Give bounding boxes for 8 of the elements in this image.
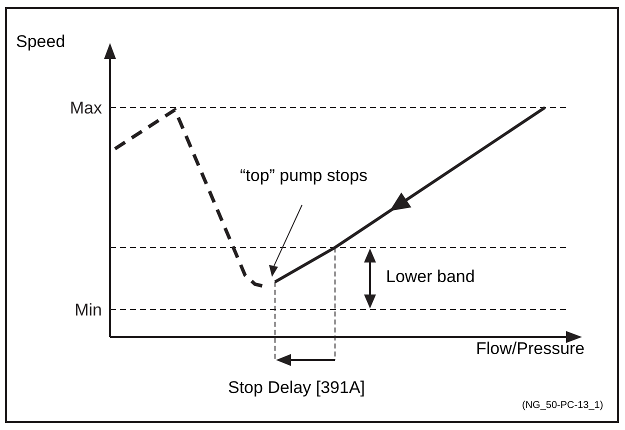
ref-line-label: Max	[70, 98, 102, 118]
annotation: “top” pump stops	[240, 166, 368, 186]
text: Stop Delay [391A]	[228, 378, 366, 398]
annotation: Lower band	[386, 267, 475, 287]
y-axis-title: Speed	[16, 32, 66, 52]
x-axis-title: Flow/Pressure	[476, 339, 585, 359]
text: (NG_50-PC-13_1)	[522, 400, 604, 411]
ref-line-label: Min	[74, 300, 102, 320]
